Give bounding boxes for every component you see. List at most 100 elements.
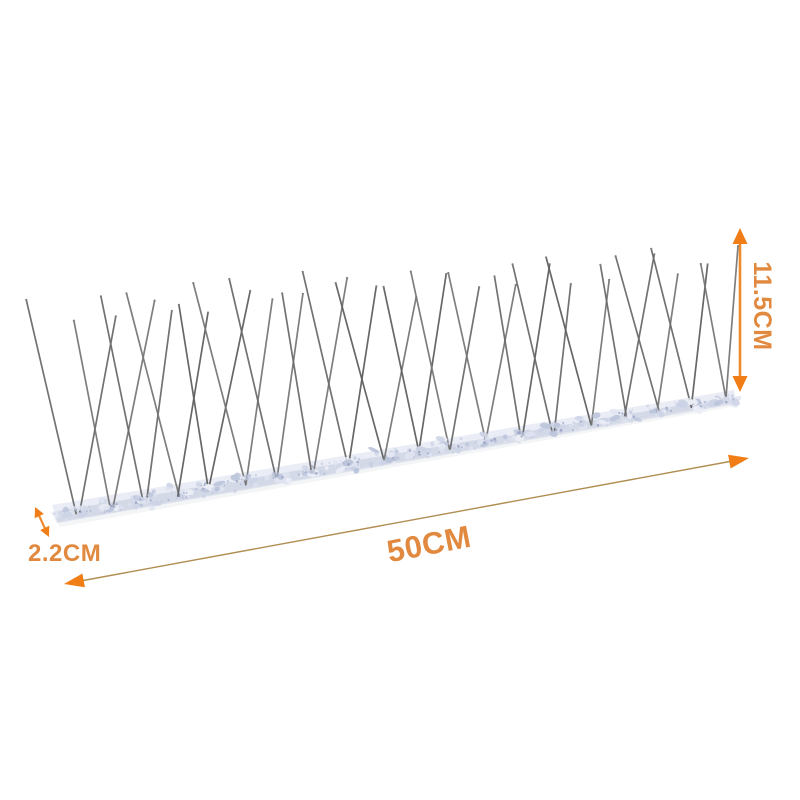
spike-wire <box>449 286 480 450</box>
spike-wire-tip <box>25 298 28 301</box>
spike-wire-tip <box>599 263 602 266</box>
depth-arrow-arrowhead <box>40 525 50 537</box>
base-cluster <box>707 395 742 408</box>
spike-wire-tip <box>375 285 378 288</box>
base-cluster <box>62 505 88 518</box>
spike-wire-tip <box>650 247 653 250</box>
spike-wire-tip <box>614 255 617 258</box>
spike-wire-tip <box>99 295 102 298</box>
spike-wire-tip <box>170 309 173 312</box>
spike-wire <box>447 272 487 444</box>
base-cluster <box>649 405 668 418</box>
spike-wire-tip <box>334 282 337 285</box>
depth-arrow-line <box>37 512 47 532</box>
spike-wire <box>228 278 278 480</box>
spike-wire-tip <box>192 282 195 285</box>
spike-unit <box>409 270 481 454</box>
spike-wire <box>614 255 661 414</box>
depth-dimension-label: 2.2CM <box>28 540 101 567</box>
spike-wire <box>176 311 209 497</box>
spike-wire-tip <box>177 303 180 306</box>
spike-wire-tip <box>228 277 231 281</box>
spike-wire <box>334 282 385 462</box>
spike-wire-tip <box>447 271 450 275</box>
spike-unit <box>447 271 517 447</box>
spike-unit <box>493 263 551 442</box>
spike-wire-tip <box>676 273 679 276</box>
length-arrow-arrowhead <box>728 454 749 469</box>
base-cluster <box>229 472 259 489</box>
spike-unit <box>334 282 418 466</box>
spike-wire-tip <box>545 256 548 259</box>
spike-wire-tip <box>706 263 709 266</box>
base-cluster <box>264 471 292 485</box>
spike-unit <box>177 289 252 493</box>
spike-wire <box>650 247 693 408</box>
length-dimension: 50CM <box>64 454 749 588</box>
spike-wire <box>112 299 156 509</box>
spike-wire-tip <box>281 292 284 295</box>
spike-wire <box>493 275 522 438</box>
spike-wire <box>545 256 592 426</box>
base-cluster <box>165 482 197 498</box>
spike-wire <box>245 298 274 486</box>
base-cluster <box>609 406 642 424</box>
spike-wire <box>724 245 739 403</box>
spike-wire-tip <box>301 292 304 295</box>
spike-wire-tip <box>346 276 349 280</box>
spike-wire <box>192 282 247 486</box>
spike-wire-tip <box>409 270 412 273</box>
spike-wire <box>207 290 252 492</box>
spike-unit <box>125 292 210 498</box>
spike-wire-tip <box>445 272 448 276</box>
spike-unit <box>699 245 742 408</box>
height-arrow-arrowhead <box>732 228 748 244</box>
spike-unit <box>228 277 304 485</box>
base-cluster <box>435 435 462 454</box>
spike-wire <box>25 299 77 515</box>
spike-wire-tip <box>699 262 702 266</box>
length-dimension-label: 50CM <box>384 519 474 570</box>
spike-wire-tip <box>736 245 740 248</box>
spike-wire <box>382 285 421 456</box>
spike-wire <box>656 273 679 414</box>
base-cluster <box>335 456 360 474</box>
base-cluster <box>404 445 433 460</box>
spike-wire <box>521 263 551 438</box>
spike-wire <box>178 303 210 492</box>
spike-wire <box>383 296 418 462</box>
base-cluster <box>195 480 226 493</box>
spike-wire <box>511 263 553 433</box>
spike-wire <box>276 292 304 480</box>
spike-wire <box>73 319 112 509</box>
spike-wire-tip <box>608 278 611 281</box>
spike-wire <box>699 263 728 403</box>
spike-wire <box>125 292 181 497</box>
spike-wire-tip <box>493 275 496 278</box>
spike-wire-tip <box>271 298 274 301</box>
base-cluster <box>537 422 568 437</box>
base-cluster <box>133 492 162 511</box>
spike-wire <box>145 310 173 503</box>
spike-wire-tip <box>249 289 252 292</box>
spike-unit <box>281 276 349 478</box>
spike-wire-tip <box>478 286 481 289</box>
height-dimension: 11.5CM <box>732 228 776 392</box>
spike-wire-tip <box>382 285 385 288</box>
spike-wire-tip <box>206 311 210 314</box>
spike-wire <box>312 277 348 474</box>
spike-unit <box>25 298 117 518</box>
spike-wire <box>78 315 117 515</box>
height-dimension-label: 11.5CM <box>748 261 776 350</box>
base-cluster <box>675 397 703 414</box>
spike-wire-tip <box>653 253 656 256</box>
height-arrow-arrowhead <box>732 376 748 392</box>
length-arrow-line <box>77 459 736 583</box>
spike-wire-tip <box>72 319 75 322</box>
spike-wire <box>484 284 517 444</box>
base-cluster <box>98 497 124 513</box>
base-cluster <box>477 431 497 447</box>
spike-wire <box>409 270 451 450</box>
